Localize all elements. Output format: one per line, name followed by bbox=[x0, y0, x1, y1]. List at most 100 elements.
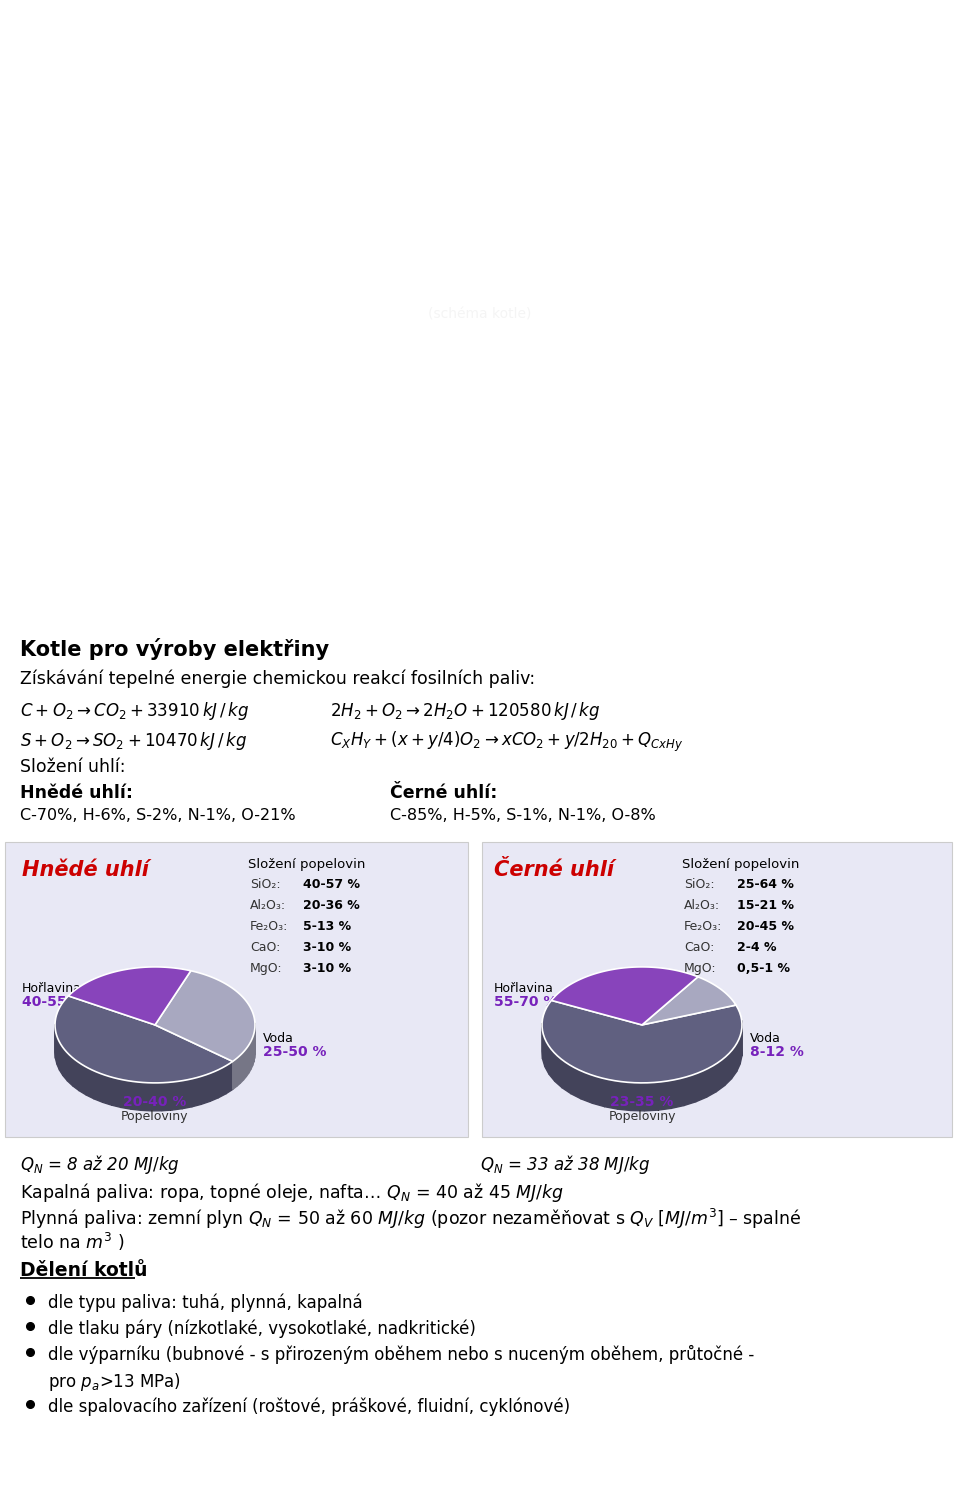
Text: Získávání tepelné energie chemickou reakcí fosilních paliv:: Získávání tepelné energie chemickou reak… bbox=[20, 670, 535, 689]
Polygon shape bbox=[103, 1074, 111, 1106]
Polygon shape bbox=[86, 1067, 94, 1100]
Polygon shape bbox=[244, 1049, 247, 1080]
Polygon shape bbox=[551, 966, 698, 1025]
Polygon shape bbox=[236, 1055, 240, 1086]
Polygon shape bbox=[226, 1062, 232, 1094]
Text: Složení popelovin: Složení popelovin bbox=[248, 858, 366, 870]
Polygon shape bbox=[152, 1083, 161, 1112]
Text: Popeloviny: Popeloviny bbox=[121, 1110, 189, 1124]
Text: $2H_2 + O_2 \rightarrow 2H_2O + 120580\,kJ\,/\,kg$: $2H_2 + O_2 \rightarrow 2H_2O + 120580\,… bbox=[330, 700, 601, 722]
Text: Kapalná paliva: ropa, topné oleje, nafta… $Q_N$ = 40 až 45 $MJ/kg$: Kapalná paliva: ropa, topné oleje, nafta… bbox=[20, 1180, 564, 1204]
Text: 20-36 %: 20-36 % bbox=[303, 899, 360, 912]
Polygon shape bbox=[251, 1038, 252, 1070]
Text: CaO:: CaO: bbox=[250, 941, 280, 954]
Polygon shape bbox=[571, 1065, 581, 1100]
Polygon shape bbox=[192, 1077, 201, 1107]
Polygon shape bbox=[671, 1077, 684, 1109]
Text: 5-13 %: 5-13 % bbox=[303, 920, 351, 933]
Polygon shape bbox=[249, 1041, 251, 1073]
Text: 15-21 %: 15-21 % bbox=[737, 899, 794, 912]
Polygon shape bbox=[617, 1082, 631, 1110]
Polygon shape bbox=[94, 1071, 103, 1103]
Text: C-85%, H-5%, S-1%, N-1%, O-8%: C-85%, H-5%, S-1%, N-1%, O-8% bbox=[390, 807, 656, 822]
Text: pro $p_a$>13 MPa): pro $p_a$>13 MPa) bbox=[48, 1371, 181, 1393]
Text: Hořlavina: Hořlavina bbox=[494, 981, 554, 995]
Text: dle typu paliva: tuhá, plynná, kapalná: dle typu paliva: tuhá, plynná, kapalná bbox=[48, 1293, 363, 1312]
Text: 40-57 %: 40-57 % bbox=[303, 878, 360, 891]
Polygon shape bbox=[545, 1038, 549, 1074]
Text: $S + O_2 \rightarrow SO_2 + 10470\,kJ\,/\,kg$: $S + O_2 \rightarrow SO_2 + 10470\,kJ\,/… bbox=[20, 730, 247, 752]
Polygon shape bbox=[740, 1028, 742, 1064]
Text: 3-10 %: 3-10 % bbox=[303, 962, 351, 975]
Text: Složení uhlí:: Složení uhlí: bbox=[20, 758, 126, 776]
Text: Hnědé uhlí: Hnědé uhlí bbox=[22, 860, 149, 879]
Text: telo na $m^3$ ): telo na $m^3$ ) bbox=[20, 1231, 125, 1254]
Polygon shape bbox=[658, 1080, 671, 1110]
Polygon shape bbox=[707, 1064, 716, 1097]
Polygon shape bbox=[172, 1080, 182, 1110]
Polygon shape bbox=[60, 1043, 63, 1076]
Polygon shape bbox=[247, 1046, 249, 1077]
Polygon shape bbox=[161, 1082, 172, 1112]
Polygon shape bbox=[631, 1083, 644, 1112]
Polygon shape bbox=[592, 1076, 605, 1107]
Text: MgO:: MgO: bbox=[684, 962, 716, 975]
Text: SiO₂:: SiO₂: bbox=[250, 878, 280, 891]
Polygon shape bbox=[232, 1059, 236, 1089]
Text: Voda: Voda bbox=[750, 1032, 780, 1046]
Text: Hořlavina: Hořlavina bbox=[22, 981, 82, 995]
Text: Al₂O₃:: Al₂O₃: bbox=[684, 899, 720, 912]
Text: Černé uhlí: Černé uhlí bbox=[494, 860, 614, 879]
Text: Voda: Voda bbox=[263, 1032, 294, 1046]
Polygon shape bbox=[555, 1053, 563, 1088]
Polygon shape bbox=[644, 1082, 658, 1112]
Polygon shape bbox=[581, 1071, 592, 1104]
Text: Hnědé uhlí:: Hnědé uhlí: bbox=[20, 783, 133, 801]
Text: Fe₂O₃:: Fe₂O₃: bbox=[250, 920, 288, 933]
Text: 3-10 %: 3-10 % bbox=[303, 941, 351, 954]
Text: 0,5-1 %: 0,5-1 % bbox=[737, 962, 790, 975]
Text: 25-64 %: 25-64 % bbox=[737, 878, 794, 891]
Polygon shape bbox=[57, 1037, 60, 1070]
Text: 40-55 %: 40-55 % bbox=[22, 995, 85, 1008]
Polygon shape bbox=[736, 1037, 740, 1071]
Text: C-70%, H-6%, S-2%, N-1%, O-21%: C-70%, H-6%, S-2%, N-1%, O-21% bbox=[20, 807, 296, 822]
Text: MgO:: MgO: bbox=[250, 962, 282, 975]
Polygon shape bbox=[56, 1031, 57, 1064]
Polygon shape bbox=[63, 1047, 67, 1082]
Text: Fe₂O₃:: Fe₂O₃: bbox=[684, 920, 722, 933]
Text: Černé uhlí:: Černé uhlí: bbox=[390, 783, 497, 801]
Text: dle tlaku páry (nízkotlaké, vysokotlaké, nadkritické): dle tlaku páry (nízkotlaké, vysokotlaké,… bbox=[48, 1320, 476, 1338]
Text: $C_XH_Y + (x+y/4)O_2 \rightarrow xCO_2 + y/2H_{20} + Q_{CxHy}$: $C_XH_Y + (x+y/4)O_2 \rightarrow xCO_2 +… bbox=[330, 730, 684, 753]
Text: dle spalovacího zařízení (roštové, práškové, fluidní, cyklónové): dle spalovacího zařízení (roštové, prášk… bbox=[48, 1398, 570, 1416]
FancyBboxPatch shape bbox=[0, 0, 960, 631]
Polygon shape bbox=[201, 1074, 210, 1104]
Text: 20-45 %: 20-45 % bbox=[737, 920, 794, 933]
Polygon shape bbox=[155, 971, 255, 1062]
Text: 8-12 %: 8-12 % bbox=[750, 1046, 804, 1059]
Text: (schéma kotle): (schéma kotle) bbox=[428, 309, 532, 322]
Polygon shape bbox=[563, 1061, 571, 1094]
Polygon shape bbox=[684, 1074, 696, 1106]
Text: $Q_N$ = 8 až 20 $MJ/kg$: $Q_N$ = 8 až 20 $MJ/kg$ bbox=[20, 1153, 180, 1176]
Text: dle výparníku (bubnové - s přirozeným oběhem nebo s nuceným oběhem, průtočné -: dle výparníku (bubnové - s přirozeným ob… bbox=[48, 1345, 755, 1365]
Polygon shape bbox=[218, 1067, 226, 1098]
Polygon shape bbox=[642, 977, 736, 1025]
Polygon shape bbox=[542, 1031, 545, 1067]
Text: Al₂O₃:: Al₂O₃: bbox=[250, 899, 286, 912]
Text: SiO₂:: SiO₂: bbox=[684, 878, 714, 891]
Polygon shape bbox=[549, 1046, 555, 1082]
Text: Kotle pro výroby elektřiny: Kotle pro výroby elektřiny bbox=[20, 638, 329, 661]
Text: 55-70 %: 55-70 % bbox=[494, 995, 558, 1008]
Text: Dělení kotlů: Dělení kotlů bbox=[20, 1261, 148, 1279]
Text: 2-4 %: 2-4 % bbox=[737, 941, 777, 954]
Polygon shape bbox=[80, 1062, 86, 1095]
Polygon shape bbox=[210, 1070, 218, 1101]
Polygon shape bbox=[696, 1070, 707, 1103]
Text: $Q_N$ = 33 až 38 $MJ/kg$: $Q_N$ = 33 až 38 $MJ/kg$ bbox=[480, 1153, 650, 1176]
Polygon shape bbox=[67, 1053, 73, 1086]
Polygon shape bbox=[141, 1083, 152, 1112]
Polygon shape bbox=[68, 966, 191, 1025]
Polygon shape bbox=[182, 1079, 192, 1109]
Polygon shape bbox=[732, 1044, 736, 1079]
